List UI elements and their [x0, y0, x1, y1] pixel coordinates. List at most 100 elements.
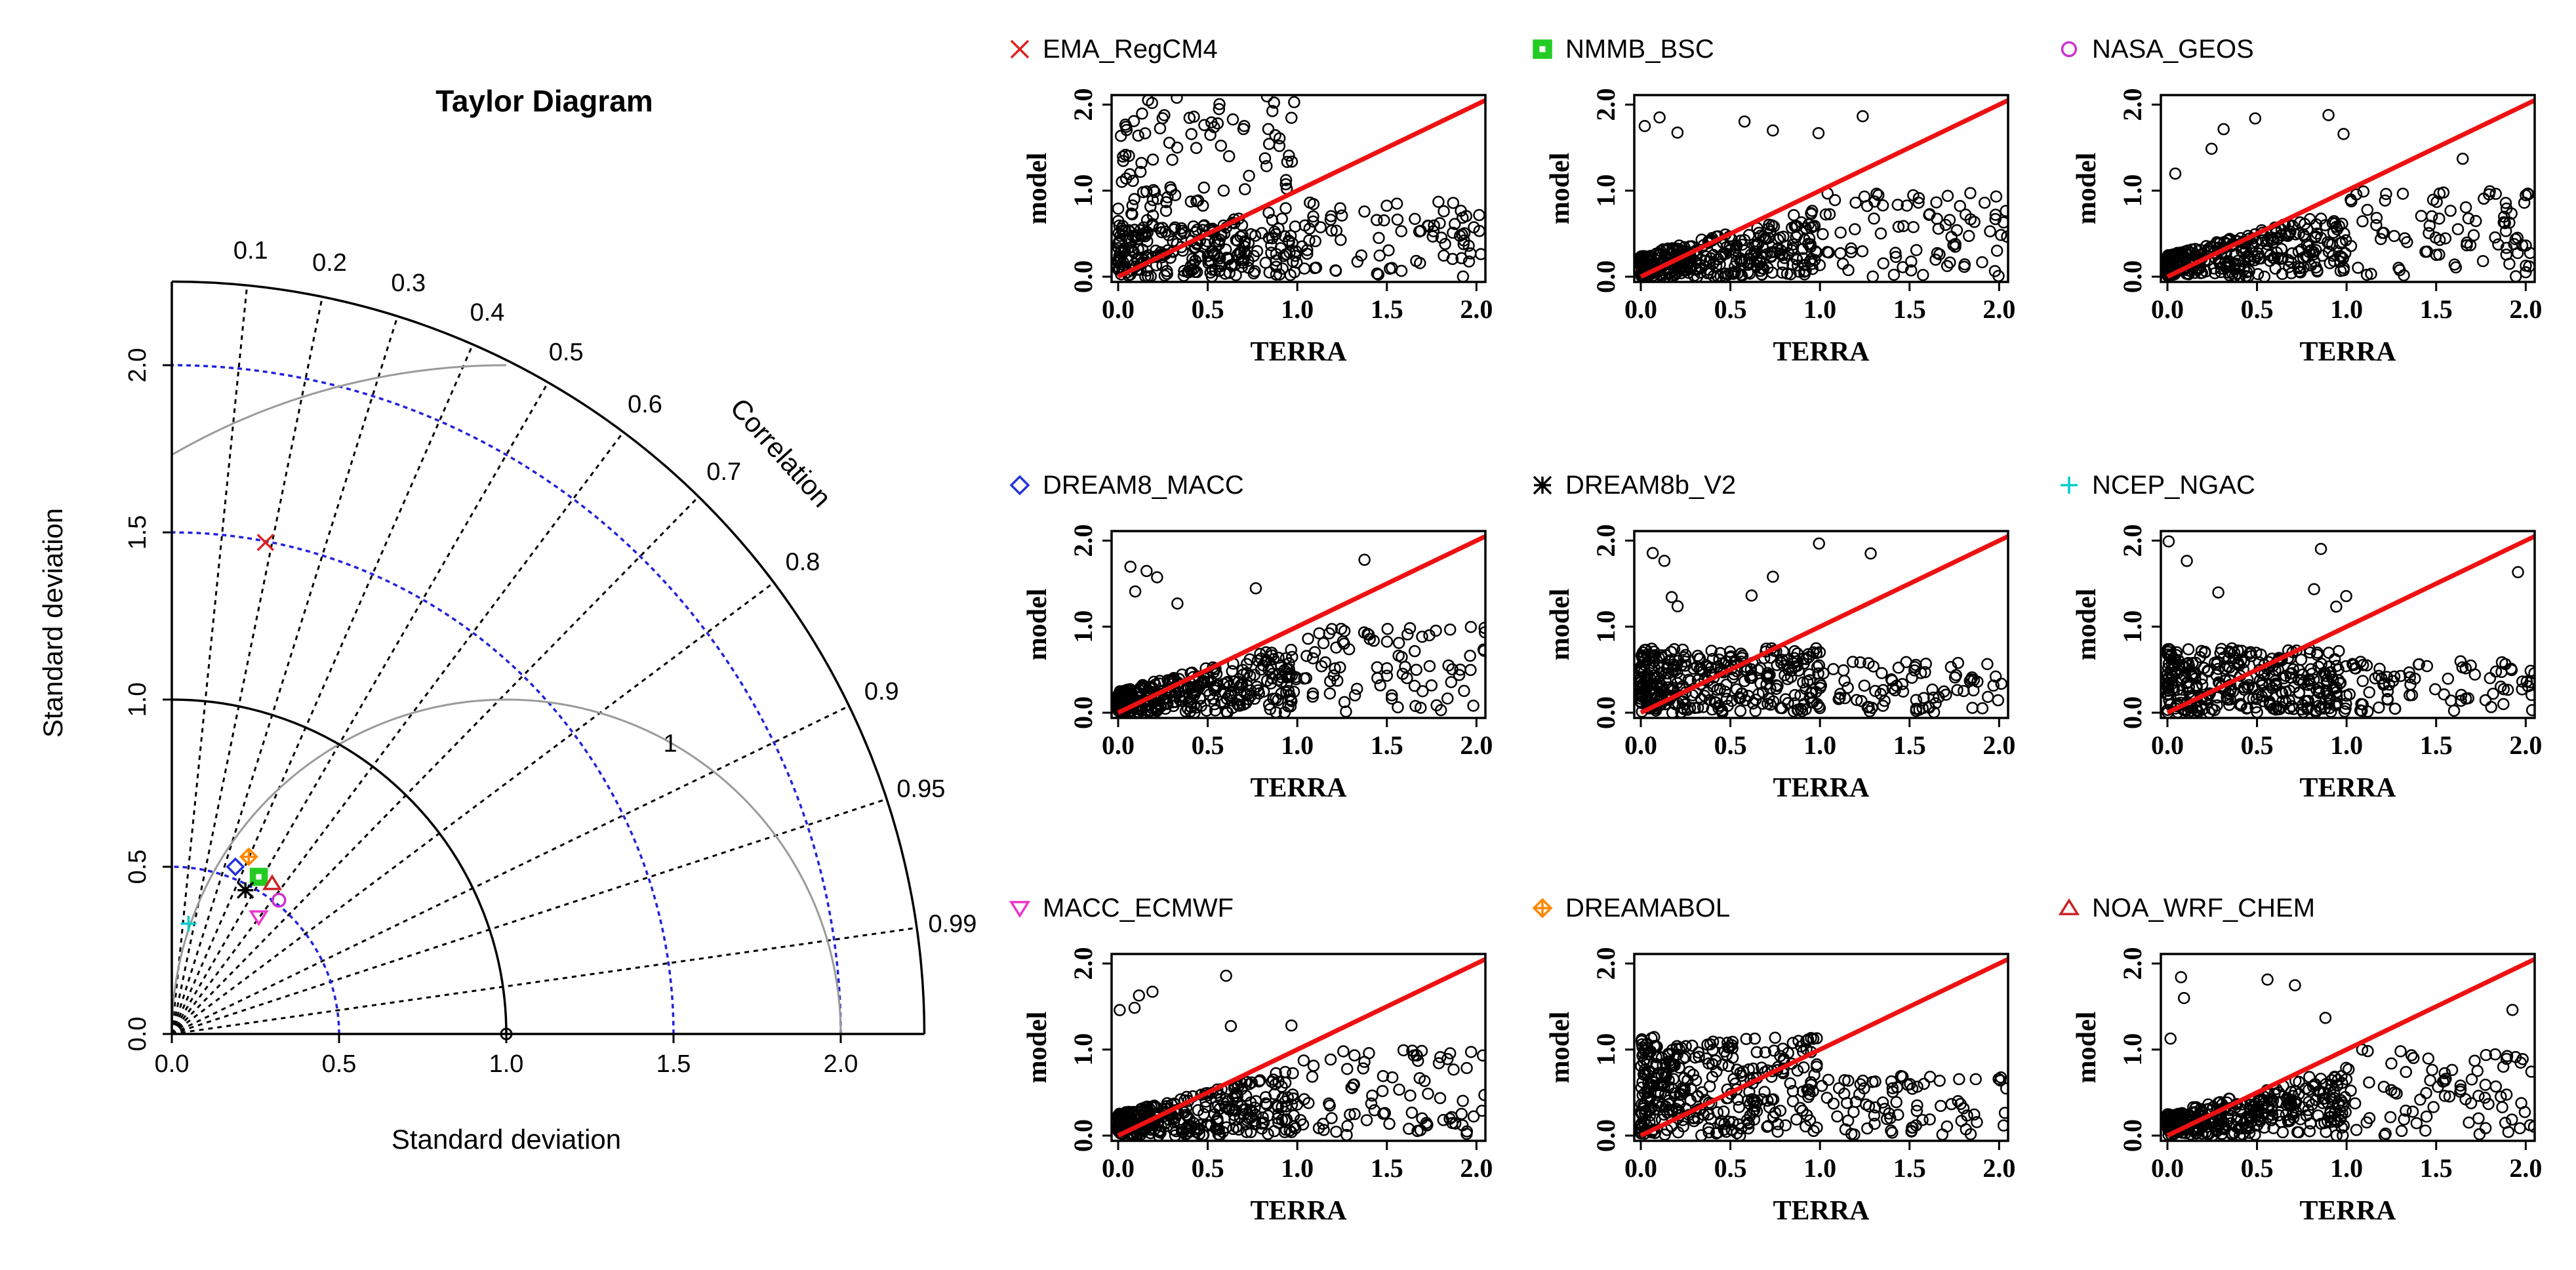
- data-point: [1386, 692, 1398, 705]
- data-point: [1910, 244, 1923, 256]
- data-point: [2520, 239, 2532, 252]
- data-point: [2509, 233, 2522, 246]
- data-point: [1849, 196, 1862, 209]
- correlation-tick-label: 0.95: [896, 776, 945, 803]
- data-point: [1800, 1035, 1813, 1047]
- data-point: [1215, 229, 1228, 242]
- data-point: [1358, 626, 1371, 639]
- data-point: [2357, 185, 2370, 198]
- data-point: [1745, 589, 1758, 602]
- taylor-point-ema-regcm4: [256, 534, 275, 551]
- data-point: [1446, 252, 1459, 266]
- y-tick-label: 2.0: [2118, 525, 2147, 557]
- data-point: [1188, 683, 1200, 696]
- data-point: [2495, 656, 2508, 669]
- data-point: [2438, 688, 2451, 701]
- data-point: [1351, 255, 1364, 268]
- y-tick-label: 0.0: [2118, 1119, 2147, 1152]
- y-tick-label: 0.0: [1068, 1119, 1098, 1152]
- y-axis-label: model: [2072, 153, 2102, 225]
- y-tick-label: 0.0: [1591, 1119, 1620, 1152]
- data-point: [1300, 650, 1313, 662]
- data-point: [2380, 188, 2392, 201]
- taylor-diagram: Taylor Diagram 0.1 0.2 0.3 0.4 0.5 0.6 0.7 0.8 0.…: [37, 84, 976, 1155]
- data-point: [2520, 266, 2532, 279]
- data-point: [1136, 107, 1148, 120]
- data-point: [1949, 238, 1962, 250]
- data-point: [1767, 570, 1779, 583]
- reference-sd-arc: [171, 698, 508, 1035]
- data-point: [1907, 221, 1920, 233]
- data-point: [1761, 1121, 1773, 1133]
- data-point: [1285, 155, 1298, 168]
- data-point: [1759, 231, 1771, 245]
- data-point: [2495, 680, 2507, 693]
- data-point: [1845, 1128, 1858, 1140]
- data-point: [2205, 1116, 2219, 1129]
- data-point: [1834, 226, 1847, 239]
- data-point: [2333, 250, 2346, 262]
- data-point: [1846, 656, 1859, 668]
- data-point: [1270, 260, 1283, 273]
- data-point: [2512, 566, 2524, 578]
- data-point: [1815, 679, 1828, 692]
- data-point: [1457, 238, 1470, 250]
- data-point: [1709, 1054, 1722, 1067]
- data-point: [1350, 683, 1363, 695]
- data-point: [1886, 1082, 1899, 1094]
- data-point: [1862, 657, 1875, 669]
- data-point: [2217, 123, 2230, 136]
- data-point: [2240, 1113, 2252, 1125]
- data-point: [2440, 1073, 2452, 1085]
- data-point: [1391, 213, 1404, 226]
- panel-title: NCEP_NGAC: [2092, 471, 2255, 500]
- data-point: [1238, 236, 1251, 249]
- data-point: [1184, 195, 1197, 208]
- data-point: [1280, 679, 1293, 691]
- data-point: [2297, 668, 2309, 681]
- data-point: [1287, 1109, 1300, 1122]
- data-point: [1715, 250, 1728, 263]
- data-point: [1704, 1038, 1717, 1051]
- panel-title: NOA_WRF_CHEM: [2092, 894, 2315, 923]
- data-point: [1794, 1101, 1807, 1115]
- data-point: [1950, 224, 1963, 237]
- data-point: [2191, 704, 2204, 717]
- data-point: [2459, 662, 2472, 675]
- data-point: [1268, 96, 1280, 109]
- data-point: [1146, 218, 1159, 231]
- data-point: [1652, 1085, 1664, 1098]
- data-point: [1634, 692, 1647, 705]
- data-point: [1119, 148, 1132, 161]
- data-point: [1249, 582, 1262, 595]
- y-axis-label: model: [1545, 1012, 1575, 1084]
- data-point: [1190, 266, 1203, 279]
- data-point: [1750, 252, 1763, 264]
- one-to-one-line: [1117, 957, 1487, 1138]
- data-point: [1156, 226, 1168, 239]
- data-point: [2285, 667, 2298, 680]
- x-tick-label: 0.5: [1714, 1153, 1747, 1183]
- data-point: [1834, 688, 1847, 700]
- scatter-points: [1634, 109, 2008, 282]
- data-point: [1795, 216, 1808, 229]
- data-point: [1190, 142, 1203, 154]
- data-point: [1386, 1071, 1399, 1084]
- data-point: [1236, 252, 1249, 265]
- data-point: [2282, 1097, 2295, 1110]
- data-point: [2311, 264, 2324, 277]
- correlation-line: [171, 582, 775, 1035]
- data-point: [2306, 667, 2318, 680]
- data-point: [2252, 1095, 2265, 1107]
- legend-symbol: [1533, 475, 1552, 495]
- data-point: [2342, 1063, 2355, 1076]
- data-point: [2000, 205, 2008, 218]
- data-point: [1664, 1060, 1677, 1073]
- data-point: [1460, 1128, 1473, 1140]
- data-point: [1276, 212, 1288, 225]
- data-point: [1357, 1062, 1369, 1075]
- data-point: [1906, 1121, 1919, 1134]
- data-point: [2420, 1086, 2432, 1100]
- data-point: [2390, 1087, 2403, 1100]
- data-point: [1371, 661, 1384, 674]
